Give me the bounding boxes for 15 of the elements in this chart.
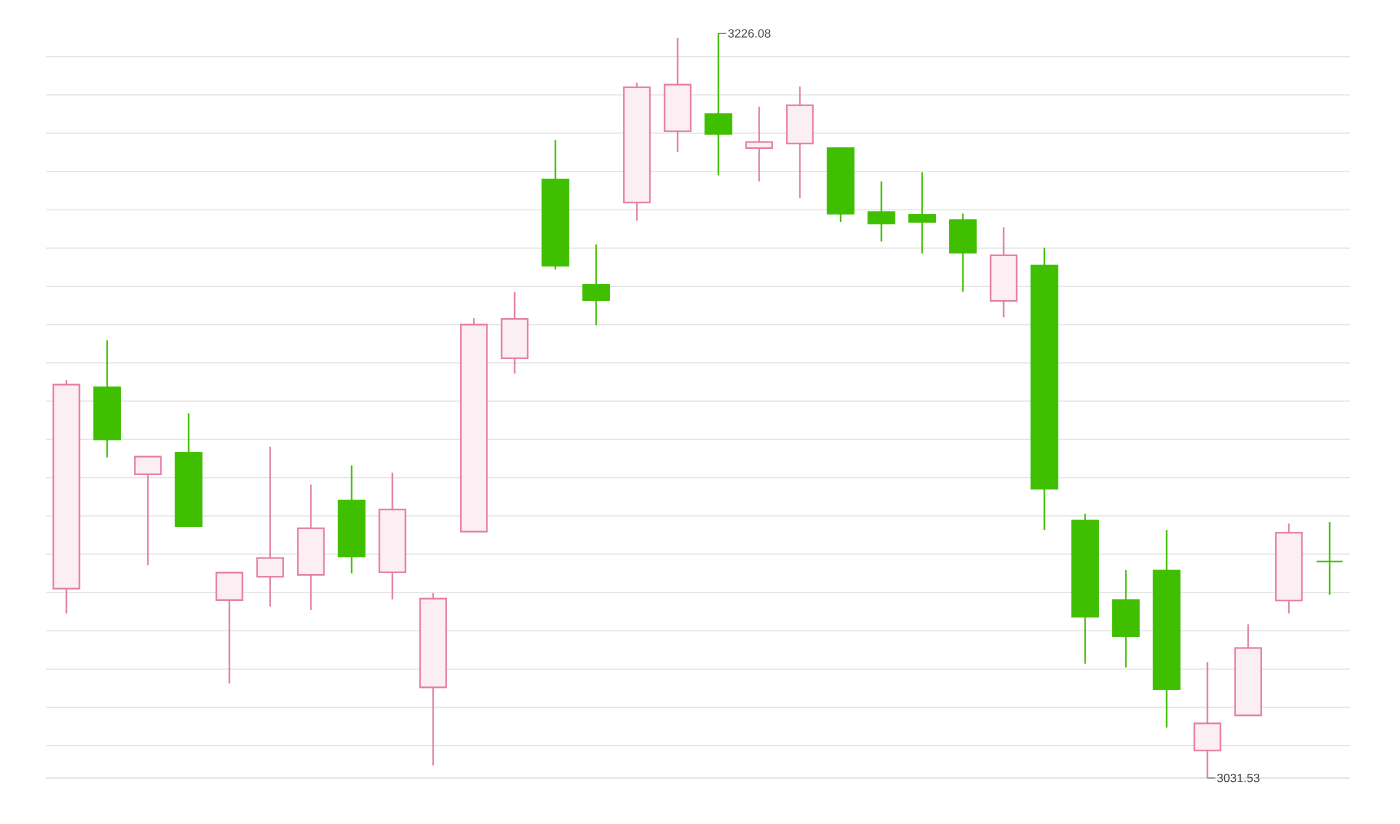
candlestick bbox=[949, 212, 977, 293]
candlestick bbox=[663, 37, 692, 153]
candlestick bbox=[297, 483, 325, 611]
candlestick bbox=[500, 291, 529, 375]
candlestick bbox=[867, 180, 896, 243]
candlestick bbox=[256, 445, 284, 608]
candlestick bbox=[989, 226, 1018, 319]
candlestick bbox=[1315, 521, 1344, 596]
candlestick bbox=[134, 455, 162, 567]
candlestick bbox=[582, 243, 610, 327]
candlestick bbox=[215, 571, 244, 685]
candlestick bbox=[786, 85, 814, 199]
candlestick bbox=[908, 171, 936, 255]
candlestick bbox=[1112, 569, 1140, 669]
candlestick bbox=[745, 106, 773, 183]
